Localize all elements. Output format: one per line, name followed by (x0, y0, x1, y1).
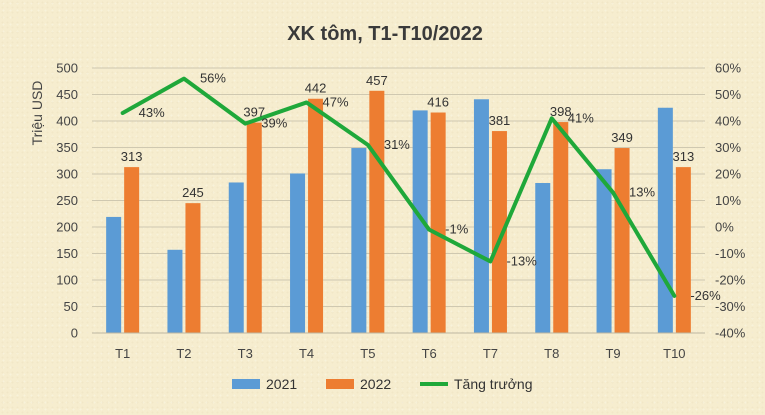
bar-2021 (535, 183, 551, 333)
y2-tick-label: 50% (715, 87, 741, 102)
bar-2022 (369, 90, 385, 333)
bars (106, 90, 691, 334)
bar-2021 (412, 110, 428, 334)
bar-label: 416 (427, 95, 449, 110)
x-tick-label: T6 (422, 346, 437, 361)
y2-tick-label: 10% (715, 193, 741, 208)
growth-line (120, 76, 677, 298)
growth-label: 39% (261, 116, 287, 131)
growth-label: 47% (323, 94, 349, 109)
y2-tick-label: -40% (715, 326, 746, 341)
y2-tick-label: 40% (715, 114, 741, 129)
legend-swatch-2021 (232, 379, 260, 389)
bar-2021 (351, 148, 367, 333)
growth-label: 31% (384, 137, 410, 152)
bar-label: 313 (121, 149, 143, 164)
bar-2022 (430, 112, 446, 334)
x-tick-label: T4 (299, 346, 314, 361)
growth-label: 41% (568, 110, 594, 125)
bar-2022 (675, 167, 691, 333)
x-tick-label: T8 (544, 346, 559, 361)
growth-label: 56% (200, 71, 226, 86)
bar-label: 381 (489, 113, 511, 128)
growth-label: 13% (629, 185, 655, 200)
y-tick-label: 150 (56, 246, 78, 261)
bar-label: 398 (550, 104, 572, 119)
y2-tick-label: -30% (715, 299, 746, 314)
y-tick-label: 400 (56, 114, 78, 129)
bar-2021 (596, 169, 612, 333)
axes: 050100150200250300350400450500-40%-30%-2… (56, 61, 745, 362)
legend-swatch-2022 (326, 379, 354, 389)
growth-label: -13% (506, 253, 537, 268)
x-tick-label: T9 (605, 346, 620, 361)
y2-tick-label: 30% (715, 140, 741, 155)
legend-label: 2022 (360, 376, 391, 392)
x-tick-label: T2 (176, 346, 191, 361)
legend: 2021 2022 Tăng trưởng (232, 376, 532, 392)
bar-2022 (553, 122, 569, 333)
data-labels: 313 245 397 442 457 416 381 398 349 313 43% 56% 39% 4… (121, 71, 721, 303)
bar-label: 457 (366, 73, 388, 88)
x-tick-label: T7 (483, 346, 498, 361)
x-tick-label: T1 (115, 346, 130, 361)
bar-2021 (106, 216, 122, 333)
chart-title: XK tôm, T1-T10/2022 (287, 23, 483, 45)
x-tick-label: T5 (360, 346, 375, 361)
y2-tick-label: 0% (715, 220, 734, 235)
gridlines (92, 67, 705, 334)
y2-tick-label: 60% (715, 61, 741, 76)
y-tick-label: 50 (64, 299, 78, 314)
bar-2021 (657, 107, 673, 333)
legend-label: Tăng trưởng (454, 376, 532, 392)
y-axis-label: Triệu USD (29, 81, 45, 146)
growth-label: -1% (445, 222, 469, 237)
bar-label: 397 (243, 105, 265, 120)
x-tick-label: T10 (663, 346, 685, 361)
y-tick-label: 300 (56, 167, 78, 182)
y-tick-label: 250 (56, 193, 78, 208)
y2-tick-label: 20% (715, 167, 741, 182)
y-tick-label: 100 (56, 273, 78, 288)
growth-line-path (120, 76, 677, 298)
bar-label: 245 (182, 185, 204, 200)
bar-2022 (124, 167, 140, 333)
y2-tick-label: -20% (715, 273, 746, 288)
bar-label: 349 (611, 130, 633, 145)
growth-label: -26% (690, 288, 721, 303)
bar-2022 (614, 148, 630, 333)
bar-2022 (308, 98, 324, 334)
y2-tick-label: -10% (715, 246, 746, 261)
bar-label: 442 (305, 81, 327, 96)
bar-2022 (185, 203, 201, 333)
y-tick-label: 500 (56, 61, 78, 76)
y-tick-label: 450 (56, 87, 78, 102)
bar-2021 (228, 182, 244, 333)
bar-2021 (290, 173, 306, 333)
y-tick-label: 200 (56, 220, 78, 235)
legend-label: 2021 (266, 376, 297, 392)
bar-2022 (246, 122, 262, 333)
bar-2022 (491, 131, 507, 333)
bar-2021 (167, 249, 183, 333)
y-tick-label: 0 (71, 326, 78, 341)
y-tick-label: 350 (56, 140, 78, 155)
growth-label: 43% (139, 105, 165, 120)
bar-label: 313 (672, 149, 694, 164)
bar-2021 (473, 99, 489, 334)
x-tick-label: T3 (238, 346, 253, 361)
